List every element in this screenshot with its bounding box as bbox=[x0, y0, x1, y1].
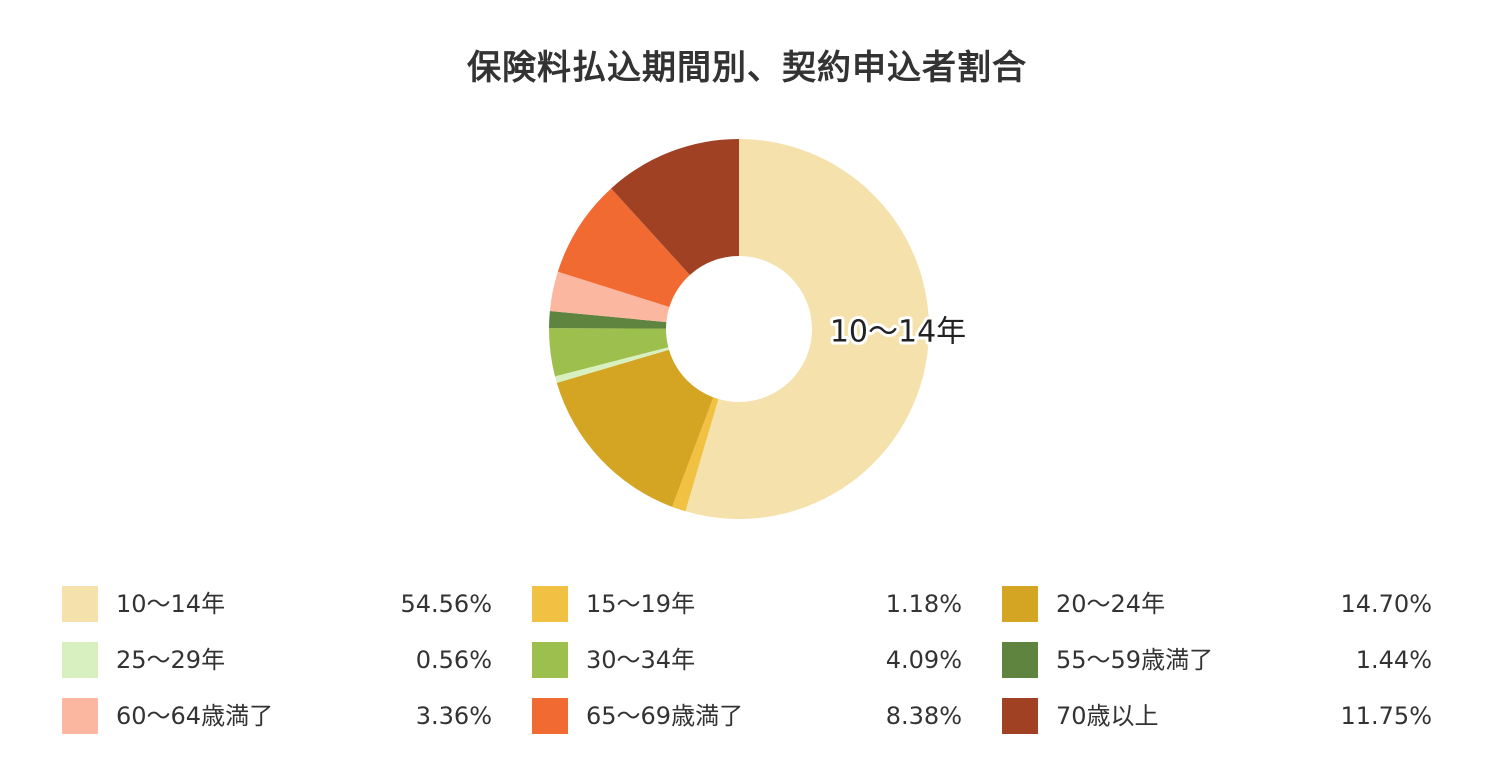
donut-slice-5[interactable] bbox=[549, 328, 669, 377]
donut-slice-9[interactable] bbox=[611, 139, 739, 275]
donut-slice-3[interactable] bbox=[556, 349, 714, 507]
donut-slice-7[interactable] bbox=[549, 271, 670, 323]
donut-slice-8[interactable] bbox=[557, 188, 690, 307]
chart-title: 保険料払込期間別、契約申込者割合 bbox=[467, 48, 1027, 88]
donut-slices bbox=[549, 139, 929, 519]
donut-slice-6[interactable] bbox=[549, 310, 667, 329]
donut-slice-1[interactable] bbox=[685, 139, 929, 519]
slice-label-10-14: 10～14年 bbox=[830, 315, 966, 350]
donut-slice-4[interactable] bbox=[555, 347, 669, 383]
donut-slice-2[interactable] bbox=[672, 397, 719, 512]
